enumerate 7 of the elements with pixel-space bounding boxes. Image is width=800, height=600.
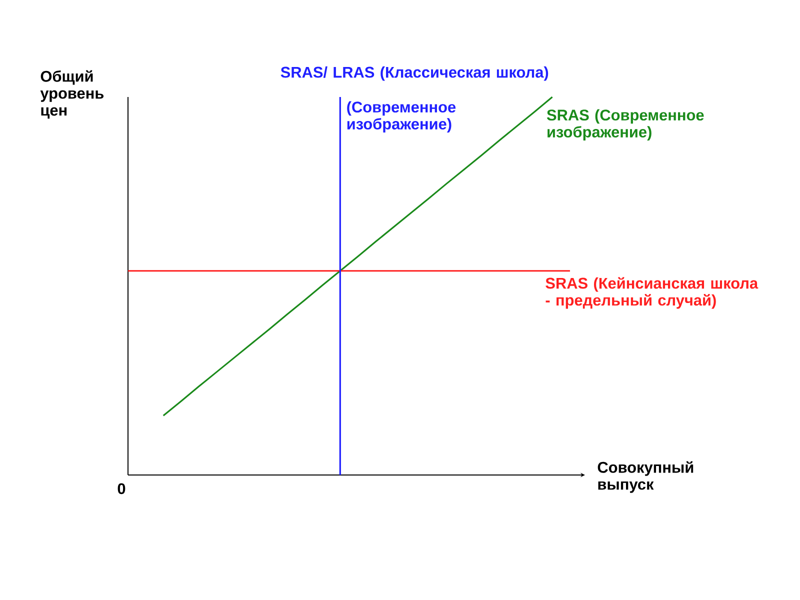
y-axis-title: Общий уровень цен [40,70,104,119]
series-label: SRAS (Кейнсианская школа - предельный случай) [546,277,758,309]
series-label: SRAS (Современное изображение) [546,109,704,141]
x-axis-title: Совокупный выпуск [598,461,694,493]
text: SRAS/ LRAS (Классическая школа) [280,66,548,81]
text: 0 [118,483,126,494]
annotation: (Современное изображение) [347,101,456,133]
